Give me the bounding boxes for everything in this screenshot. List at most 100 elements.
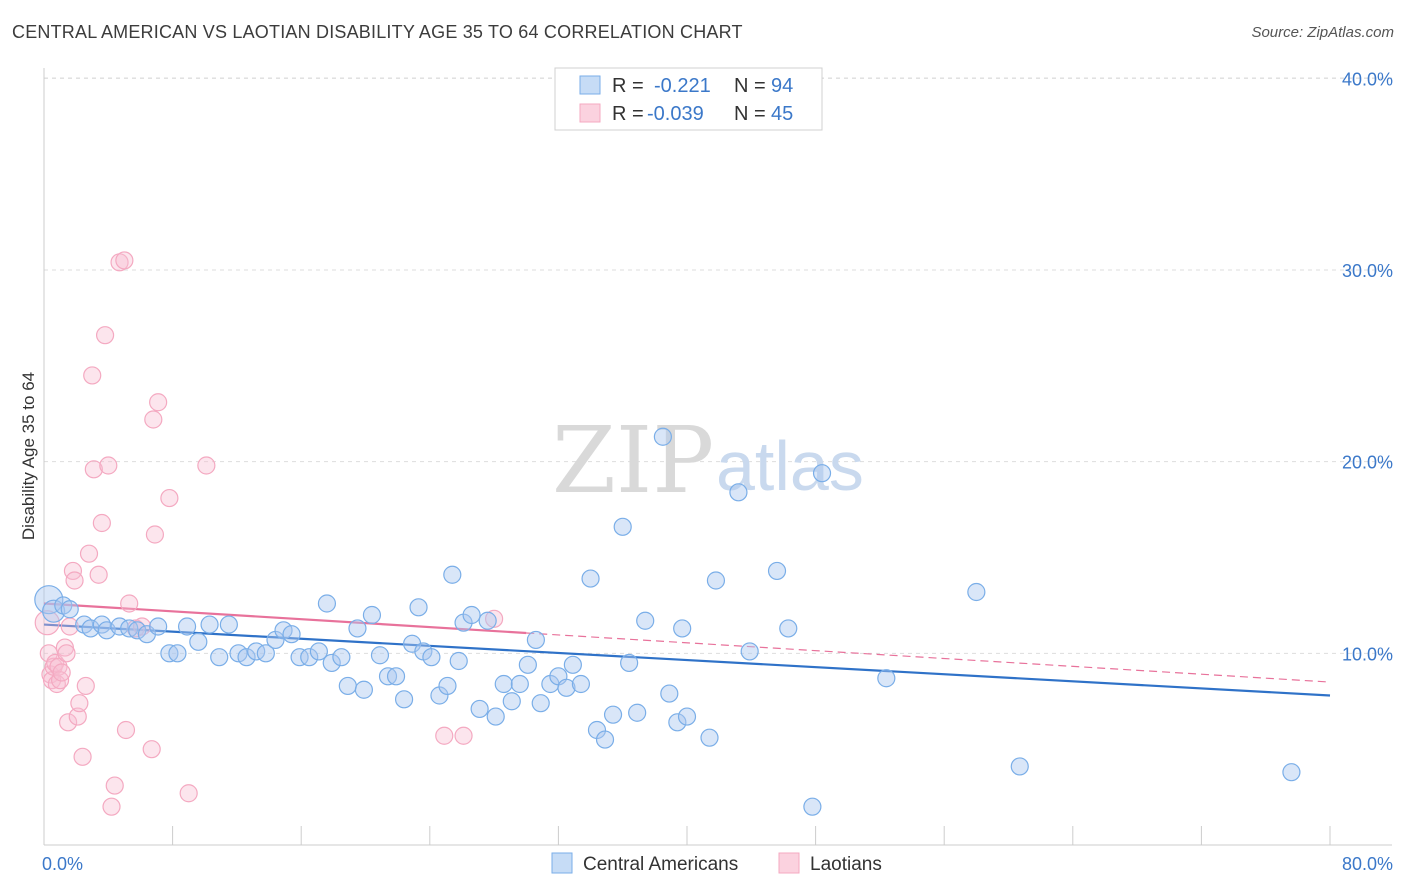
point-central-american-70: [620, 653, 639, 673]
point-central-american-78: [700, 728, 719, 747]
series-legend-laotians: Laotians: [810, 854, 882, 875]
point-central-american-79: [706, 571, 726, 590]
point-central-american-67: [595, 730, 615, 749]
point-central-american-85: [812, 464, 832, 483]
point-central-american-34: [348, 619, 367, 638]
point-central-american-47: [443, 565, 462, 584]
point-central-american-56: [510, 674, 529, 694]
point-laotian-18: [73, 747, 92, 766]
point-laotian-17: [70, 694, 89, 713]
legend-n-label-2: N =: [734, 103, 766, 125]
point-central-american-87: [967, 582, 986, 602]
point-laotian-9: [52, 663, 71, 682]
point-central-american-14: [168, 644, 187, 663]
point-laotian-44: [485, 609, 504, 628]
point-central-american-69: [613, 517, 632, 536]
point-laotian-30: [115, 251, 134, 270]
gridlines: [44, 77, 1392, 654]
point-laotian-22: [84, 460, 103, 479]
legend-n-label-1: N =: [734, 75, 766, 97]
y-tick-label-1: 20.0%: [1342, 453, 1393, 473]
point-laotian-26: [99, 456, 118, 475]
point-central-american-18: [210, 648, 229, 667]
point-central-american-88: [1010, 757, 1029, 776]
point-central-american-27: [290, 648, 309, 667]
point-laotian-16: [68, 707, 87, 726]
watermark-atlas: atlas: [716, 427, 864, 505]
point-laotian-11: [57, 644, 76, 663]
point-laotian-28: [105, 776, 124, 795]
legend-r-label-1: R =: [612, 75, 644, 97]
point-central-american-42: [409, 598, 428, 617]
point-central-american-28: [300, 648, 319, 667]
point-central-american-3: [60, 600, 79, 619]
point-central-american-16: [189, 632, 208, 651]
point-central-american-72: [636, 611, 655, 630]
source-credit: Source: ZipAtlas.com: [1251, 24, 1394, 41]
point-central-american-71: [628, 703, 647, 722]
point-central-american-57: [518, 655, 537, 674]
point-laotian-39: [160, 488, 179, 508]
point-laotian-41: [197, 456, 216, 475]
point-laotian-43: [454, 726, 473, 745]
point-laotian-20: [79, 544, 99, 563]
point-central-american-74: [660, 684, 679, 703]
point-central-american-55: [502, 692, 521, 711]
y-tick-label-3: 40.0%: [1342, 69, 1393, 89]
watermark-zip: ZIP: [552, 407, 714, 514]
point-central-american-26: [282, 625, 301, 644]
y-tick-label-0: 10.0%: [1342, 644, 1393, 664]
y-tick-label-2: 30.0%: [1342, 261, 1393, 281]
point-central-american-36: [362, 605, 382, 625]
legend-r-value-1: -0.221: [654, 75, 711, 97]
point-central-american-12: [149, 617, 168, 636]
legend-n-value-2: 45: [771, 103, 793, 125]
point-central-american-5: [81, 619, 100, 638]
legend-r-value-2: -0.039: [647, 103, 704, 125]
point-central-american-53: [486, 707, 505, 726]
chart-title: CENTRAL AMERICAN VS LAOTIAN DISABILITY A…: [12, 22, 743, 42]
series-legend-swatch-central-americans: [551, 852, 573, 874]
point-laotian-1: [39, 644, 58, 663]
point-laotian-0: [34, 610, 60, 636]
point-central-american-64: [571, 674, 591, 694]
point-laotian-25: [95, 326, 115, 345]
point-central-american-33: [338, 676, 357, 696]
series-legend: Central Americans Laotians: [551, 852, 882, 875]
point-central-american-82: [767, 561, 787, 581]
point-central-american-40: [394, 690, 414, 709]
point-laotian-36: [144, 410, 163, 429]
point-laotian-19: [76, 676, 95, 696]
point-laotian-38: [149, 393, 168, 412]
point-central-american-83: [779, 619, 798, 638]
point-central-american-75: [668, 713, 687, 732]
point-central-american-76: [673, 619, 692, 638]
x-tick-label-0: 0.0%: [42, 854, 83, 874]
trend-line-laotians: [43, 602, 527, 635]
point-central-american-31: [322, 653, 341, 673]
point-central-american-29: [309, 642, 328, 661]
point-central-american-30: [317, 594, 337, 613]
axes: [43, 68, 1392, 846]
point-laotian-31: [116, 720, 136, 740]
series-legend-swatch-laotians: [778, 852, 800, 874]
trend-line-laotians-extension: [526, 632, 1331, 683]
stats-legend: R = -0.221 N = 94 R = -0.039 N = 45: [554, 67, 823, 131]
point-central-american-54: [494, 674, 513, 694]
point-central-american-15: [177, 617, 197, 636]
point-central-american-73: [653, 427, 672, 446]
point-central-american-48: [449, 651, 468, 671]
point-central-american-51: [470, 699, 489, 719]
point-laotian-8: [50, 671, 70, 690]
point-central-american-19: [219, 615, 238, 634]
point-laotian-7: [49, 657, 68, 676]
point-central-american-37: [370, 646, 390, 665]
point-laotian-32: [120, 594, 139, 613]
point-central-american-59: [531, 694, 550, 713]
point-central-american-39: [386, 667, 406, 686]
point-central-american-50: [462, 605, 481, 625]
point-central-american-44: [422, 648, 441, 667]
point-laotian-24: [92, 513, 111, 533]
trend-line-central-americans: [43, 623, 1331, 697]
